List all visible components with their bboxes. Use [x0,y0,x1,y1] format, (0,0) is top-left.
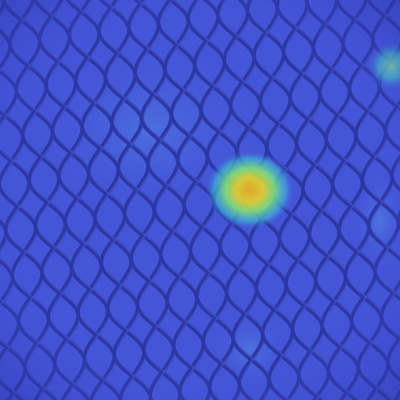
heatmap-image [0,0,400,400]
vignette [0,0,400,400]
page: (() => { const data = JSON.parse(documen… [0,0,400,400]
